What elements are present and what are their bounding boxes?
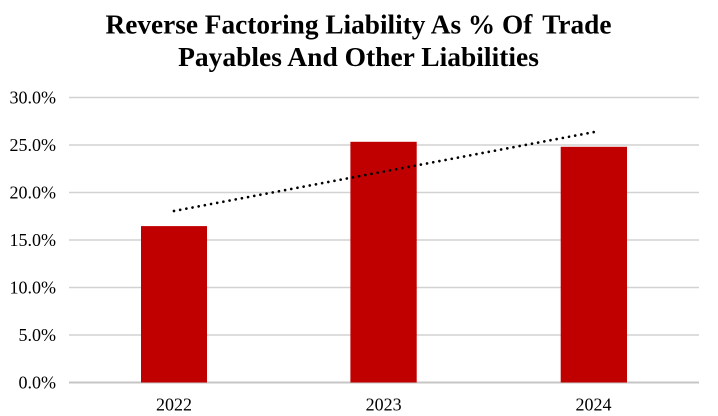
svg-text:2022: 2022 bbox=[156, 394, 192, 414]
svg-text:Payables And Other Liabilities: Payables And Other Liabilities bbox=[178, 41, 539, 72]
svg-text:Reverse Factoring Liability As: Reverse Factoring Liability As % Of Trad… bbox=[106, 9, 612, 39]
svg-text:2023: 2023 bbox=[366, 394, 402, 414]
svg-text:20.0%: 20.0% bbox=[10, 183, 57, 203]
svg-text:10.0%: 10.0% bbox=[10, 278, 57, 298]
svg-text:15.0%: 15.0% bbox=[10, 230, 57, 250]
svg-text:2024: 2024 bbox=[576, 394, 612, 414]
svg-text:25.0%: 25.0% bbox=[10, 135, 57, 155]
svg-text:0.0%: 0.0% bbox=[19, 373, 57, 393]
svg-text:5.0%: 5.0% bbox=[19, 325, 57, 345]
svg-text:30.0%: 30.0% bbox=[10, 88, 57, 108]
